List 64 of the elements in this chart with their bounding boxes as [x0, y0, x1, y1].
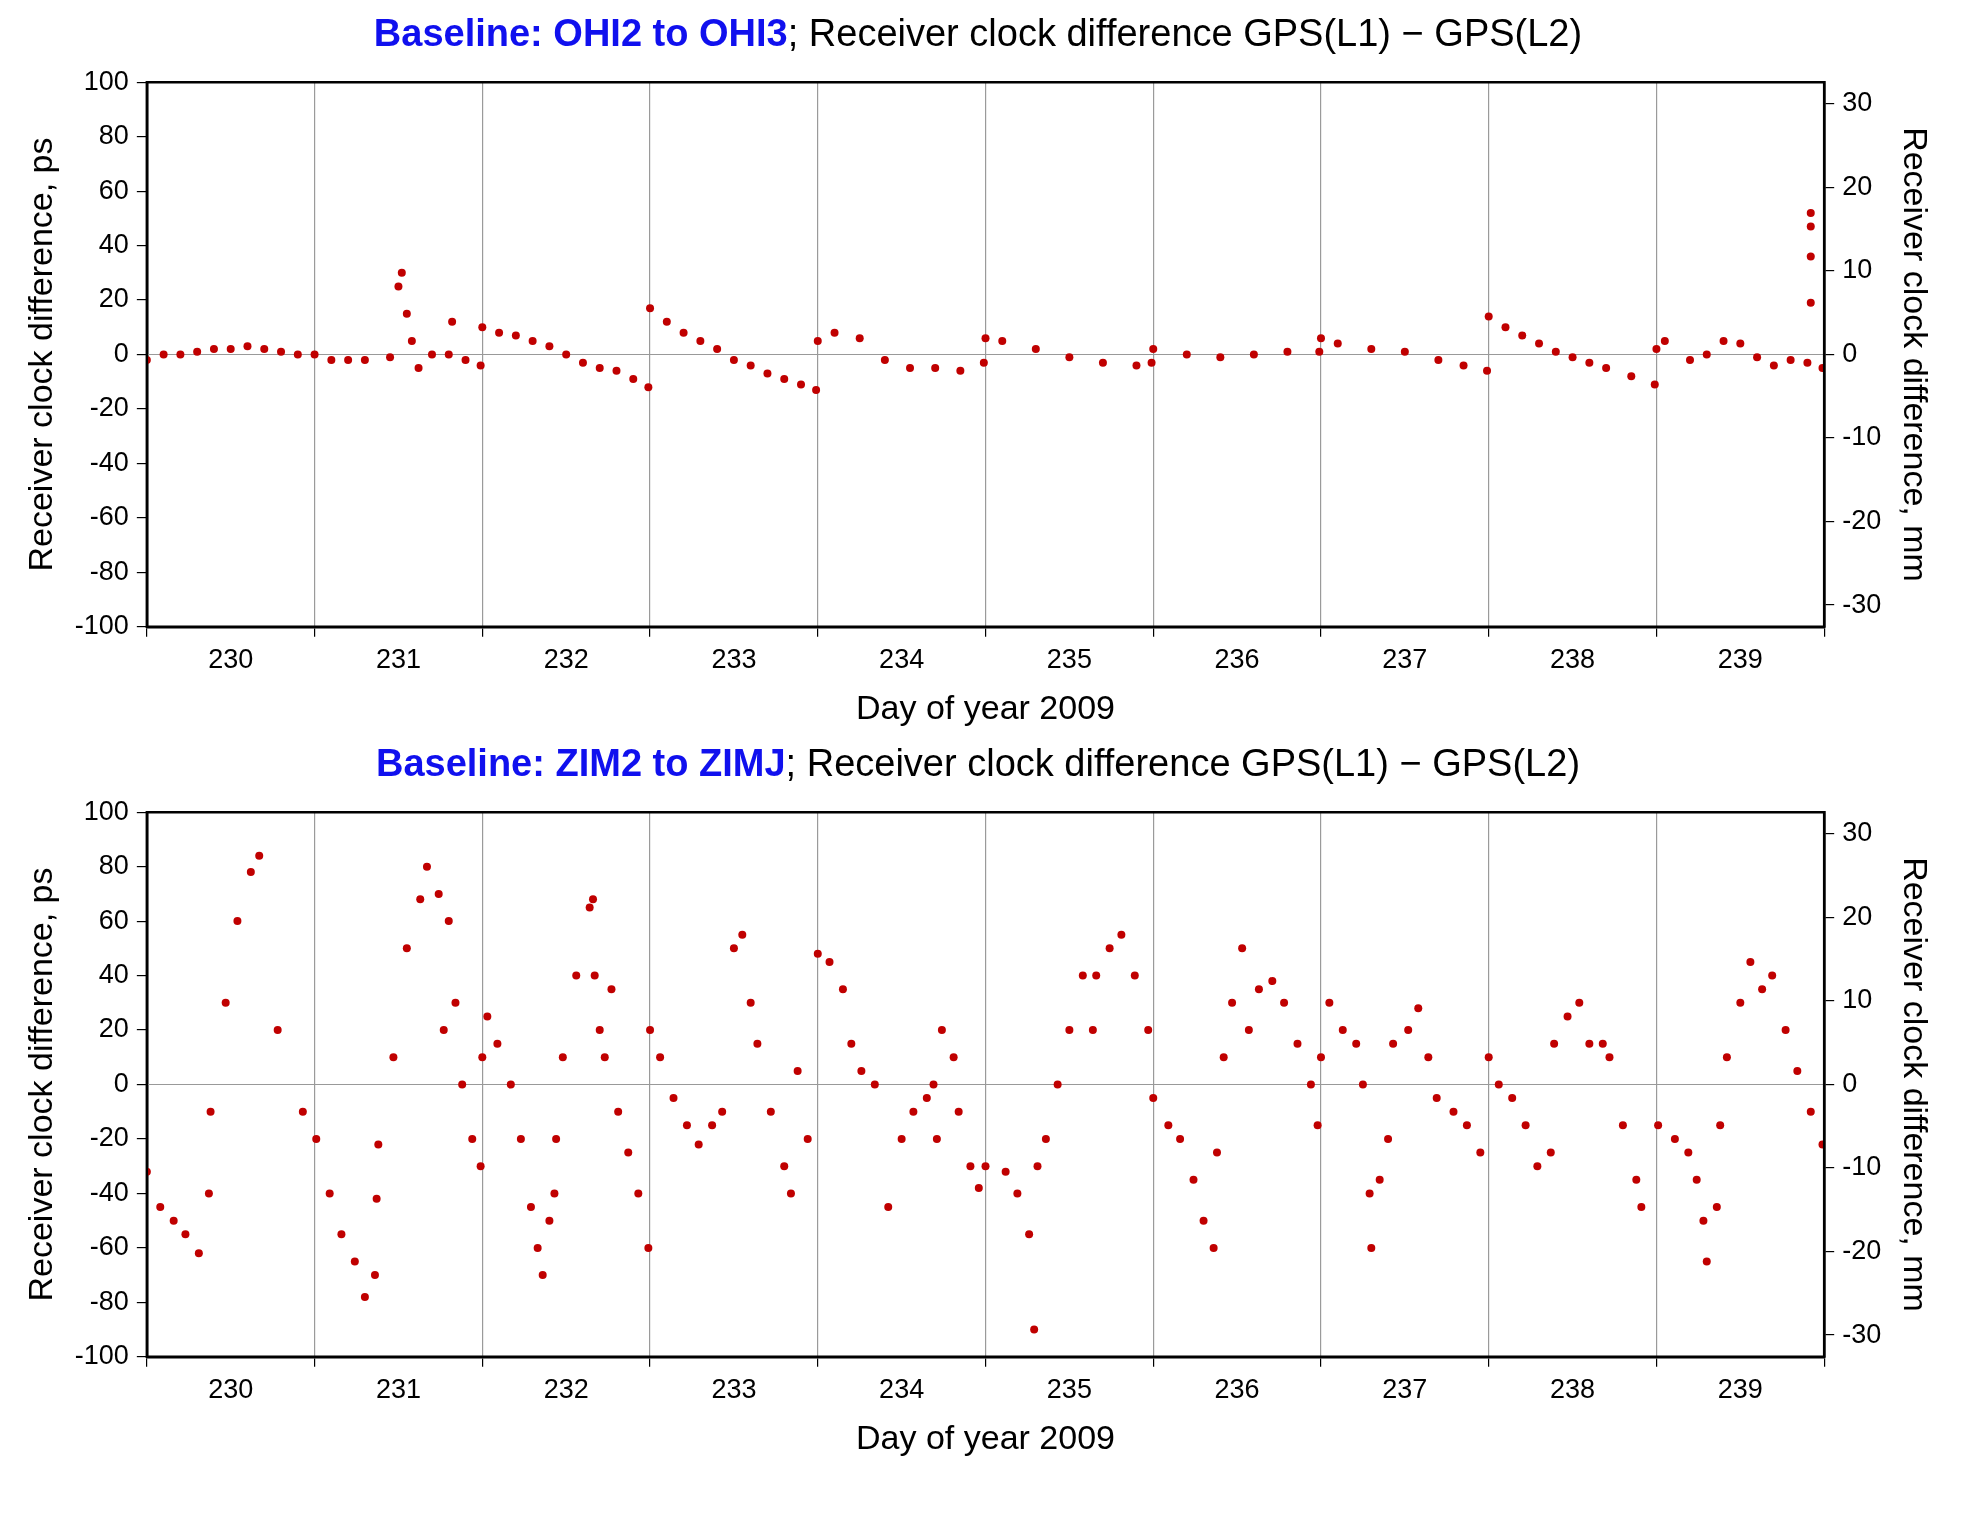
x-tick-label: 236	[1214, 1374, 1260, 1405]
y-tick-label: 80	[98, 850, 129, 881]
y-tick-label: 20	[98, 283, 129, 314]
y-tick-label: 60	[98, 904, 129, 935]
x-tick-label: 235	[1046, 1374, 1092, 1405]
x-tick-label: 230	[208, 644, 254, 675]
x-tick-label: 237	[1382, 1374, 1428, 1405]
y-tick-label: -60	[89, 1231, 129, 1262]
x-tick-label: 239	[1717, 644, 1763, 675]
y-tick-label: 100	[83, 65, 129, 96]
x-tick-label: 236	[1214, 644, 1260, 675]
x-tick-label: 231	[375, 1374, 421, 1405]
y-tick-label: -80	[89, 555, 129, 586]
y2-tick-label: 10	[1842, 254, 1873, 285]
y2-tick-label: -30	[1842, 1318, 1882, 1349]
y2-tick-label: 0	[1842, 337, 1858, 368]
y2-tick-label: 0	[1842, 1067, 1858, 1098]
y-tick-label: 40	[98, 229, 129, 260]
y-axis-title: Receiver clock difference, ps	[20, 867, 59, 1302]
y2-tick-label: -10	[1842, 1151, 1882, 1182]
y2-tick-label: -20	[1842, 1235, 1882, 1266]
x-tick-label: 235	[1046, 644, 1092, 675]
y-tick-label: -20	[89, 392, 129, 423]
y2-tick-label: 20	[1842, 170, 1873, 201]
x-tick-label: 238	[1550, 644, 1596, 675]
x-tick-label: 231	[375, 644, 421, 675]
y2-tick-label: -10	[1842, 421, 1882, 452]
x-tick-label: 233	[711, 644, 757, 675]
y-tick-label: -100	[74, 610, 129, 641]
y-tick-label: 20	[98, 1013, 129, 1044]
y-tick-label: 100	[83, 795, 129, 826]
y-tick-label: 0	[113, 1067, 129, 1098]
y-tick-label: -40	[89, 1176, 129, 1207]
x-tick-label: 237	[1382, 644, 1428, 675]
x-tick-label: 234	[879, 644, 925, 675]
y2-axis-title: Receiver clock difference, mm	[1897, 127, 1936, 582]
x-axis-title: Day of year 2009	[856, 1417, 1115, 1456]
y-tick-label: 80	[98, 120, 129, 151]
y2-tick-label: 20	[1842, 900, 1873, 931]
y-axis-title: Receiver clock difference, ps	[20, 137, 59, 572]
y2-tick-label: -20	[1842, 505, 1882, 536]
y2-tick-label: 30	[1842, 817, 1873, 848]
chart-title: Baseline: ZIM2 to ZIMJ; Receiver clock difference GPS(L1) − GPS(L2)	[375, 742, 1581, 784]
x-tick-label: 238	[1550, 1374, 1596, 1405]
y-tick-label: -20	[89, 1122, 129, 1153]
y2-axis-title: Receiver clock difference, mm	[1897, 857, 1936, 1312]
x-tick-label: 230	[208, 1374, 254, 1405]
y-tick-label: 40	[98, 959, 129, 990]
x-tick-label: 233	[711, 1374, 757, 1405]
x-tick-label: 232	[543, 644, 589, 675]
y-tick-label: -80	[89, 1285, 129, 1316]
x-axis-title: Day of year 2009	[856, 687, 1115, 726]
x-tick-label: 239	[1717, 1374, 1763, 1405]
y-tick-label: -60	[89, 501, 129, 532]
y-tick-label: -100	[74, 1340, 129, 1371]
y-tick-label: -40	[89, 446, 129, 477]
y2-tick-label: -30	[1842, 588, 1882, 619]
x-tick-label: 234	[879, 1374, 925, 1405]
y-tick-label: 0	[113, 337, 129, 368]
y2-tick-label: 30	[1842, 87, 1873, 118]
x-tick-label: 232	[543, 1374, 589, 1405]
chart-title: Baseline: OHI2 to OHI3; Receiver clock difference GPS(L1) − GPS(L2)	[373, 12, 1583, 54]
y2-tick-label: 10	[1842, 984, 1873, 1015]
y-tick-label: 60	[98, 174, 129, 205]
